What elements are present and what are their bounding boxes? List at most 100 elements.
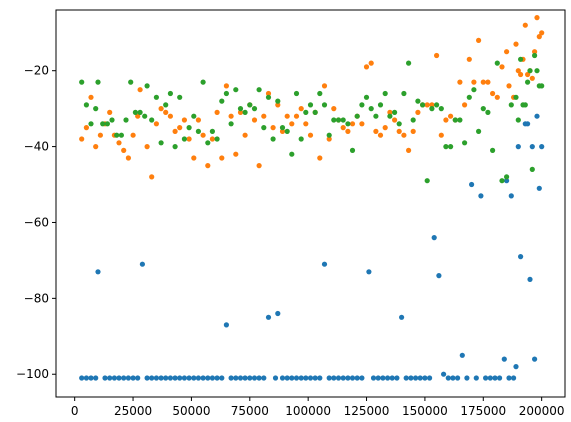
data-point xyxy=(303,375,309,381)
data-point xyxy=(382,90,388,97)
data-point xyxy=(307,375,314,381)
data-point xyxy=(200,79,206,85)
data-point xyxy=(462,140,468,146)
data-point xyxy=(214,375,220,381)
data-point xyxy=(93,144,99,150)
data-point xyxy=(492,375,498,381)
data-point xyxy=(471,87,477,93)
data-point xyxy=(177,94,183,100)
data-point xyxy=(270,125,276,131)
data-point xyxy=(181,117,187,123)
data-point xyxy=(487,375,493,381)
data-point xyxy=(107,375,113,381)
data-point xyxy=(144,375,150,381)
data-point xyxy=(441,371,447,377)
data-point xyxy=(485,79,491,85)
data-point xyxy=(93,375,99,381)
data-point xyxy=(382,125,388,131)
data-point xyxy=(153,375,159,381)
data-point xyxy=(532,52,538,59)
y-tick-label: −60 xyxy=(24,215,49,229)
y-tick-label: −20 xyxy=(24,64,49,78)
data-point xyxy=(317,375,323,381)
data-point xyxy=(466,94,472,100)
data-point xyxy=(177,125,183,131)
data-point xyxy=(251,375,258,381)
data-point xyxy=(181,375,187,381)
data-point xyxy=(394,375,400,381)
y-tick-label: −100 xyxy=(16,367,49,381)
data-point xyxy=(247,102,253,108)
data-point xyxy=(228,375,234,381)
data-point xyxy=(331,375,337,381)
data-point xyxy=(135,375,141,381)
data-point xyxy=(275,98,281,104)
data-point xyxy=(518,71,524,78)
data-point xyxy=(209,375,215,381)
data-point xyxy=(191,375,197,381)
data-point xyxy=(116,375,122,381)
data-point xyxy=(321,261,328,267)
data-point xyxy=(417,375,423,381)
data-point xyxy=(167,90,173,97)
data-point xyxy=(335,117,342,123)
data-point xyxy=(403,375,409,381)
data-point xyxy=(331,106,337,112)
data-point xyxy=(205,163,211,169)
data-point xyxy=(83,125,89,131)
x-tick-label: 175000 xyxy=(460,404,506,418)
data-point xyxy=(455,375,461,381)
data-point xyxy=(237,109,244,115)
data-point xyxy=(284,128,290,134)
data-point xyxy=(375,375,381,381)
data-point xyxy=(513,364,519,370)
data-point xyxy=(483,375,489,381)
data-point xyxy=(429,102,435,108)
data-point xyxy=(93,106,99,112)
y-tick-label: −40 xyxy=(24,140,49,154)
data-point xyxy=(340,117,346,123)
data-point xyxy=(100,121,106,127)
data-point xyxy=(137,87,143,93)
data-point xyxy=(242,132,248,138)
data-point xyxy=(251,106,258,112)
data-point xyxy=(366,269,372,275)
data-point xyxy=(237,106,244,112)
data-point xyxy=(312,375,318,381)
data-point xyxy=(125,155,131,161)
data-point xyxy=(345,121,351,127)
data-point xyxy=(466,56,472,62)
data-point xyxy=(340,125,346,131)
plot-frame xyxy=(55,9,566,398)
data-point xyxy=(424,178,430,184)
data-point xyxy=(499,64,505,70)
data-point xyxy=(370,375,377,381)
data-point xyxy=(186,375,192,381)
data-point xyxy=(158,375,164,381)
data-point xyxy=(275,102,281,108)
data-point xyxy=(476,37,482,44)
data-point xyxy=(490,90,496,97)
data-point xyxy=(209,128,215,134)
data-point xyxy=(429,106,435,112)
data-point xyxy=(130,132,136,138)
data-point xyxy=(321,102,328,108)
data-point xyxy=(289,375,295,381)
data-point xyxy=(153,121,159,127)
data-point xyxy=(497,375,503,381)
data-point xyxy=(186,125,192,131)
data-point xyxy=(233,87,239,93)
data-point xyxy=(261,375,267,381)
data-point xyxy=(406,60,412,66)
data-point xyxy=(233,375,239,381)
data-point xyxy=(321,83,328,89)
data-point xyxy=(237,375,244,381)
data-point xyxy=(128,79,134,85)
data-point xyxy=(469,181,475,188)
data-point xyxy=(247,375,253,381)
series-1 xyxy=(79,113,545,381)
data-point xyxy=(272,375,279,381)
data-point xyxy=(536,185,542,191)
data-point xyxy=(408,375,414,381)
data-point xyxy=(392,117,398,123)
